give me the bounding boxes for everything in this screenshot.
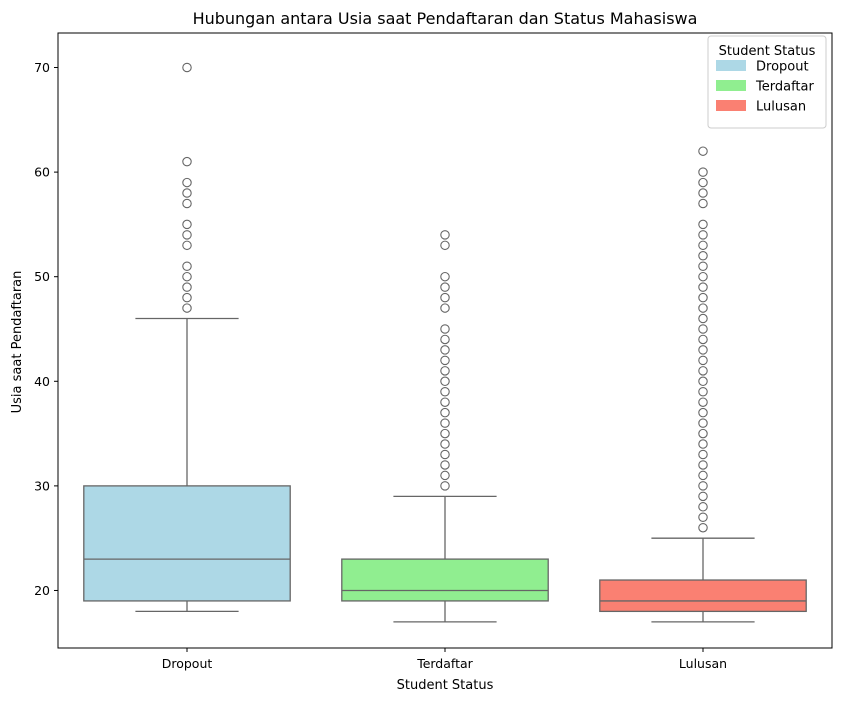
x-tick-label: Terdaftar [416,656,473,671]
outlier-point [698,355,708,366]
plot-area [83,62,807,623]
outlier-point [440,282,450,292]
outlier-point [698,449,708,460]
outlier-point [440,407,450,418]
outlier-point [698,292,708,303]
outlier-point [182,271,192,282]
y-tick-label: 30 [34,478,50,493]
outlier-point [440,271,450,282]
outlier-point [698,491,708,502]
outlier-point [698,470,708,481]
outlier-point [182,198,192,209]
iqr-box [83,485,291,602]
legend-swatch [716,60,746,71]
outlier-point [440,376,450,387]
y-tick-label: 20 [34,583,50,598]
outlier-point [698,397,708,407]
outlier-point [440,345,450,355]
legend-label: Terdaftar [755,80,814,95]
outlier-point [698,481,708,491]
legend-label: Lulusan [756,100,806,115]
outlier-point [440,397,450,407]
outlier-point [698,366,708,376]
outlier-point [182,261,192,271]
legend-label: Dropout [756,60,809,75]
y-tick-label: 60 [34,165,50,180]
outlier-point [440,470,450,481]
outlier-point [182,240,192,251]
legend-title: Student Status [719,44,816,59]
outlier-point [698,219,708,230]
iqr-box [599,579,807,613]
outlier-point [698,303,708,313]
outlier-point [698,167,708,177]
y-tick-label: 70 [34,60,50,75]
legend-swatch [716,100,746,111]
outlier-point [698,376,708,387]
outlier-point [440,418,450,428]
outlier-point [698,428,708,439]
outlier-point [698,271,708,282]
outlier-point [440,449,450,460]
outlier-point [440,428,450,439]
box-group-dropout [83,62,291,613]
outlier-point [698,230,708,240]
iqr-box [341,558,549,602]
chart-title: Hubungan antara Usia saat Pendaftaran da… [193,9,698,28]
box-group-lulusan [599,146,807,623]
outlier-point [698,522,708,533]
outlier-point [440,324,450,334]
outlier-point [698,345,708,355]
outlier-point [698,282,708,292]
outlier-point [698,407,708,418]
outlier-point [698,177,708,188]
outlier-point [182,62,192,73]
outlier-point [182,282,192,292]
outlier-point [440,460,450,470]
y-tick-label: 50 [34,269,50,284]
outlier-point [698,324,708,334]
y-axis-label: Usia saat Pendaftaran [10,271,25,414]
outlier-point [698,512,708,523]
x-axis-label: Student Status [397,678,494,693]
outlier-point [182,219,192,230]
outlier-point [698,313,708,324]
outlier-point [440,303,450,313]
outlier-point [182,292,192,303]
outlier-point [182,230,192,240]
outlier-point [182,188,192,198]
outlier-point [698,334,708,345]
x-tick-label: Lulusan [679,656,727,671]
outlier-point [440,481,450,491]
outlier-point [440,439,450,449]
outlier-point [440,240,450,251]
outlier-point [440,355,450,366]
outlier-point [182,303,192,313]
outlier-point [698,146,708,156]
legend-swatch [716,80,746,91]
outlier-point [182,177,192,188]
outlier-point [698,386,708,397]
outlier-point [698,439,708,449]
outlier-point [440,334,450,345]
outlier-point [698,251,708,261]
outlier-point [698,502,708,512]
outlier-point [440,292,450,303]
outlier-point [698,198,708,209]
outlier-point [698,261,708,271]
outlier-point [440,230,450,240]
outlier-point [182,156,192,167]
outlier-point [698,460,708,470]
axes: 20 30 40 50 60 70 Dropout Terdaftar Lulusan [34,32,833,671]
box-group-terdaftar [341,230,549,623]
x-tick-label: Dropout [162,656,213,671]
outlier-point [440,366,450,376]
outlier-point [440,386,450,397]
y-tick-label: 40 [34,374,50,389]
outlier-point [698,188,708,198]
outlier-point [698,418,708,428]
outlier-point [698,240,708,251]
legend: Student Status Dropout Terdaftar Lulusan [707,35,827,129]
